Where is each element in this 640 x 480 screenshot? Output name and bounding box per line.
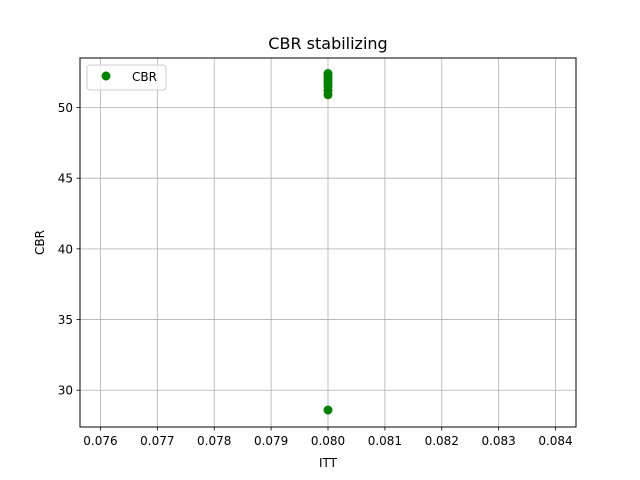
x-axis-ticks: 0.076 0.077 0.078 0.079 0.080 0.081 0.082 0.083…: [83, 427, 573, 448]
legend-label: CBR: [132, 70, 157, 84]
x-tick-label: 0.084: [538, 434, 572, 448]
x-tick-label: 0.076: [83, 434, 117, 448]
x-tick-label: 0.080: [311, 434, 345, 448]
x-tick-label: 0.081: [368, 434, 402, 448]
legend-marker: [101, 71, 111, 81]
chart-title: CBR stabilizing: [268, 34, 387, 53]
legend: CBR: [86, 64, 167, 91]
x-axis-title: ITT: [319, 456, 338, 470]
legend-box: [86, 64, 167, 91]
x-tick-label: 0.083: [481, 434, 515, 448]
x-tick-label: 0.077: [140, 434, 174, 448]
x-tick-label: 0.078: [197, 434, 231, 448]
y-tick-label: 40: [58, 242, 73, 256]
x-tick-label: 0.079: [254, 434, 288, 448]
data-point: [323, 69, 333, 79]
data-point: [323, 405, 333, 415]
grid-lines: [80, 58, 576, 427]
y-tick-label: 45: [58, 172, 73, 186]
y-tick-label: 30: [58, 384, 73, 398]
y-tick-label: 35: [58, 313, 73, 327]
x-tick-label: 0.082: [425, 434, 459, 448]
data-points: [323, 69, 333, 415]
y-axis-title: CBR: [33, 230, 47, 255]
y-tick-label: 50: [58, 101, 73, 115]
y-axis-ticks: 30 35 40 45 50: [58, 101, 80, 398]
